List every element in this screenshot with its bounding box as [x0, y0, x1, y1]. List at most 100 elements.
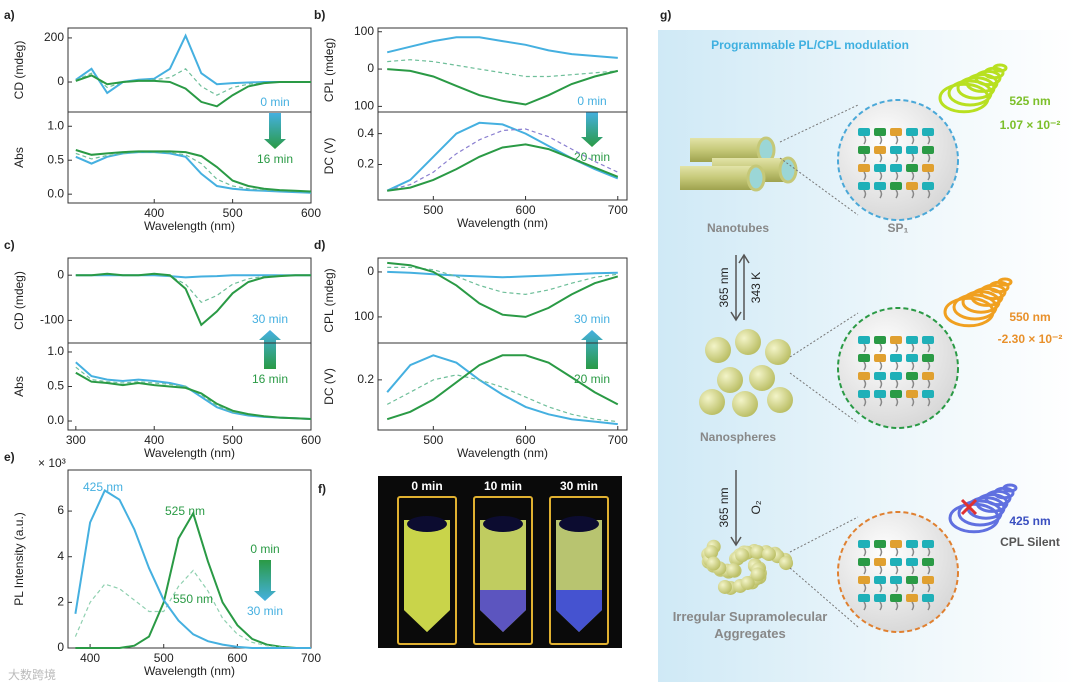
molecule: [890, 594, 902, 602]
cpl-helix: [938, 82, 990, 114]
alkyl-chain: [895, 361, 899, 371]
x-tick-label: 700: [608, 433, 628, 447]
state-name: Nanospheres: [700, 430, 776, 444]
cuvette-meniscus: [559, 516, 599, 532]
molecule: [890, 336, 902, 344]
alkyl-chain: [927, 343, 931, 353]
molecule: [874, 128, 886, 136]
molecule: [906, 164, 918, 172]
molecule: [922, 540, 934, 548]
step-condition: O₂: [749, 500, 763, 514]
state-wavelength: 550 nm: [1009, 310, 1050, 324]
alkyl-chain: [927, 171, 931, 181]
data-line: [75, 149, 312, 193]
aggregate-particle: [735, 548, 750, 563]
cpl-helix: [956, 76, 996, 100]
alkyl-chain: [911, 565, 915, 575]
data-line: [74, 489, 311, 649]
legend-arrow: [581, 112, 603, 147]
alkyl-chain: [863, 343, 867, 353]
y-tick-label: 0.5: [47, 379, 64, 393]
y-tick-label: 100: [354, 309, 374, 323]
cuvette-bottom: [404, 590, 450, 632]
alkyl-chain: [895, 547, 899, 557]
molecule: [906, 594, 918, 602]
y-tick-label: 0.5: [47, 152, 64, 166]
y-tick-label: 100: [354, 99, 374, 113]
panel-label: c): [4, 238, 15, 252]
zoom-line: [789, 567, 859, 628]
alkyl-chain: [927, 565, 931, 575]
aggregate-particle: [750, 567, 765, 582]
legend-label: 0 min: [250, 542, 279, 556]
state-cpl: CPL Silent: [1000, 535, 1060, 549]
molecule: [858, 540, 870, 548]
alkyl-chain: [863, 135, 867, 145]
alkyl-chain: [895, 583, 899, 593]
watermark: 大数跨境: [8, 667, 56, 682]
alkyl-chain: [911, 135, 915, 145]
data-line: [75, 366, 312, 420]
arrow-head: [730, 311, 742, 322]
y-tick-label: 0.2: [357, 372, 374, 386]
legend-label: 30 min: [574, 312, 610, 326]
alkyl-chain: [863, 361, 867, 371]
nanotube-end: [778, 156, 798, 184]
molecule: [890, 372, 902, 380]
alkyl-chain: [911, 547, 915, 557]
alkyl-chain: [911, 601, 915, 611]
cpl-helix: [961, 290, 1001, 314]
alkyl-chain: [927, 153, 931, 163]
molecule: [858, 576, 870, 584]
x-tick-label: 500: [423, 203, 443, 217]
y-tick-label: 0: [367, 264, 374, 278]
alkyl-chain: [879, 135, 883, 145]
cuvette: [549, 496, 609, 645]
alkyl-chain: [895, 153, 899, 163]
x-tick-label: 600: [516, 433, 536, 447]
aggregate-particle: [726, 563, 741, 578]
x-tick-label: 600: [301, 206, 321, 220]
cpl-helix: [952, 293, 998, 321]
data-line: [386, 374, 618, 423]
molecule: [874, 164, 886, 172]
molecule: [890, 558, 902, 566]
alkyl-chain: [895, 397, 899, 407]
x-axis-label: Wavelength (nm): [144, 664, 235, 678]
y-tick-label: 0: [57, 74, 64, 88]
state-name: Nanotubes: [707, 221, 769, 235]
cpl-helix: [948, 502, 1000, 534]
panel-label: a): [4, 8, 15, 22]
data-line: [387, 128, 619, 192]
nanosphere: [732, 391, 758, 417]
annotation: 425 nm: [83, 480, 123, 494]
x-tick-label: 500: [154, 651, 174, 665]
panel-label: d): [314, 238, 325, 252]
nanotube: [680, 166, 756, 190]
y-tick-label: 1.0: [47, 118, 64, 132]
x-tick-label: 500: [223, 206, 243, 220]
y-axis-label: CPL (mdeg): [322, 268, 336, 332]
molecule: [890, 146, 902, 154]
y-tick-label: 0.4: [357, 126, 374, 140]
legend-label: 30 min: [252, 312, 288, 326]
plot-frame: [377, 257, 628, 344]
alkyl-chain: [863, 601, 867, 611]
y-axis-label: Abs: [12, 376, 26, 397]
molecule: [922, 182, 934, 190]
panel-label: f): [318, 482, 326, 496]
cuvette-meniscus: [483, 516, 523, 532]
x-axis-label: Wavelength (nm): [457, 446, 548, 460]
alkyl-chain: [927, 379, 931, 389]
alkyl-chain: [895, 135, 899, 145]
data-line: [386, 36, 618, 59]
molecule: [922, 372, 934, 380]
x-axis-label: Wavelength (nm): [144, 219, 235, 233]
molecule: [890, 390, 902, 398]
legend-arrow: [254, 560, 276, 601]
cuvette: [473, 496, 533, 645]
data-line: [387, 59, 618, 78]
annotation: 525 nm: [165, 504, 205, 518]
step-condition: 343 K: [749, 272, 763, 303]
